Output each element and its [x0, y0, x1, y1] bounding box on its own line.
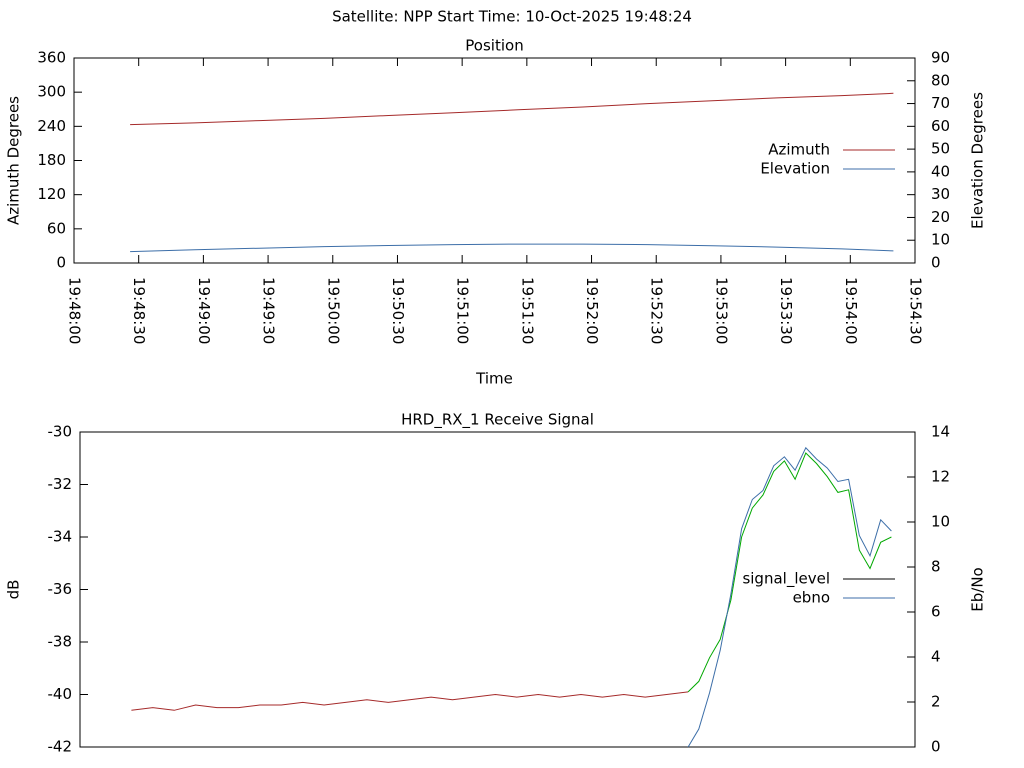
y2-tick-label: 80: [931, 71, 950, 89]
y2-tick-label: 60: [931, 117, 950, 135]
y-tick-label: -38: [48, 633, 73, 651]
y-tick-label: 60: [47, 219, 66, 237]
x-tick-label: 19:53:00: [712, 277, 730, 344]
y-tick-label: -42: [48, 738, 73, 756]
y2-tick-label: 0: [931, 738, 941, 756]
x-axis-label: Time: [475, 370, 513, 388]
y-tick-label: 360: [37, 49, 66, 67]
chart-title: Position: [465, 37, 523, 55]
series-line: [130, 92, 894, 126]
y-tick-label: -32: [48, 475, 73, 493]
y2-tick-label: 20: [931, 208, 950, 226]
x-tick-label: 19:51:00: [454, 277, 472, 344]
y2-tick-label: 70: [931, 94, 950, 112]
y2-tick-label: 10: [931, 231, 950, 249]
x-tick-label: 19:54:30: [907, 277, 925, 344]
y-axis-label: dB: [5, 580, 23, 600]
x-tick-label: 19:48:00: [66, 277, 84, 344]
y2-tick-label: 10: [931, 513, 950, 531]
y2-tick-label: 0: [931, 254, 941, 272]
x-tick-label: 19:51:30: [518, 277, 536, 344]
y-tick-label: 300: [37, 83, 66, 101]
x-tick-label: 19:52:00: [583, 277, 601, 344]
legend-label: Azimuth: [768, 141, 830, 159]
y2-tick-label: 6: [931, 603, 941, 621]
y2-tick-label: 14: [931, 423, 950, 441]
x-tick-label: 19:50:00: [324, 277, 342, 344]
y2-tick-label: 8: [931, 558, 941, 576]
y-tick-label: 0: [56, 254, 66, 272]
x-tick-label: 19:49:30: [260, 277, 278, 344]
x-tick-label: 19:48:30: [130, 277, 148, 344]
legend-label: ebno: [793, 589, 830, 607]
y-tick-label: 180: [37, 151, 66, 169]
y-tick-label: -30: [48, 423, 73, 441]
series-line: [687, 446, 892, 748]
series-line: [131, 691, 689, 711]
x-tick-label: 19:52:30: [648, 277, 666, 344]
series-line-high: [687, 452, 892, 693]
series-line: [130, 243, 894, 253]
y-tick-label: -34: [48, 528, 73, 546]
legend-label: Elevation: [760, 160, 830, 178]
figure-title: Satellite: NPP Start Time: 10-Oct-2025 1…: [332, 8, 692, 26]
plot-frame: [79, 431, 916, 748]
x-tick-label: 19:50:30: [389, 277, 407, 344]
x-tick-label: 19:49:00: [195, 277, 213, 344]
chart-title: HRD_RX_1 Receive Signal: [401, 411, 594, 430]
y2-tick-label: 50: [931, 140, 950, 158]
y-tick-label: 240: [37, 117, 66, 135]
y2-tick-label: 30: [931, 185, 950, 203]
y2-tick-label: 2: [931, 693, 941, 711]
x-tick-label: 19:53:30: [777, 277, 795, 344]
y2-axis-label: Eb/No: [969, 567, 987, 611]
y2-tick-label: 90: [931, 49, 950, 67]
legend-label: signal_level: [742, 570, 830, 589]
y2-tick-label: 12: [931, 468, 950, 486]
y-tick-label: -36: [48, 580, 73, 598]
y2-tick-label: 40: [931, 162, 950, 180]
y-axis-label: Azimuth Degrees: [5, 96, 23, 225]
y-tick-label: -40: [48, 685, 73, 703]
y-tick-label: 120: [37, 185, 66, 203]
x-tick-label: 19:54:00: [842, 277, 860, 344]
y2-tick-label: 4: [931, 648, 941, 666]
y2-axis-label: Elevation Degrees: [969, 92, 987, 229]
